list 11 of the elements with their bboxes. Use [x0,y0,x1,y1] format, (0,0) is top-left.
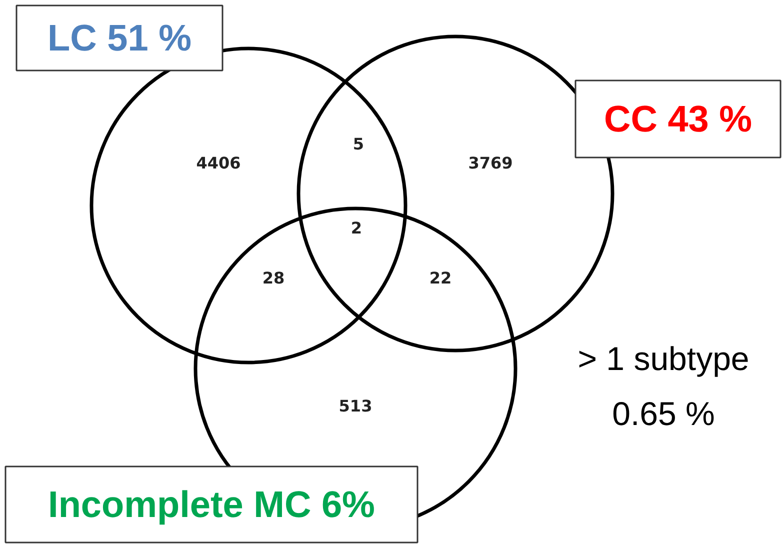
data-label: 28 [262,268,285,288]
text: > 1 subtype 0.65 % [578,340,750,432]
text: CC 43 % [604,98,752,140]
text: Incomplete MC 6% [48,484,375,525]
data-label: 22 [429,268,452,288]
data-label: 513 [338,396,372,416]
data-label: 2 [350,218,362,238]
data-label: 5 [352,134,364,154]
text: LC 51 % [48,18,192,58]
data-label: 4406 [196,154,241,172]
data-label: 3769 [468,154,513,172]
